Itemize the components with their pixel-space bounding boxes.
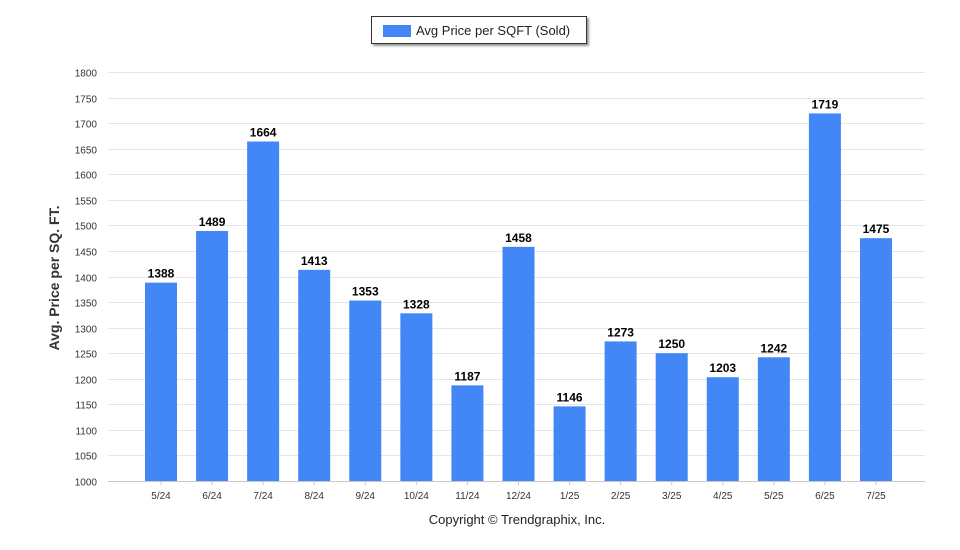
data-label: 1242 (760, 341, 787, 355)
bar (349, 300, 382, 481)
data-label: 1388 (148, 267, 175, 281)
bar (859, 238, 892, 481)
x-tick-label: 9/24 (356, 491, 376, 502)
legend-label: Avg Price per SQFT (Sold) (416, 23, 571, 38)
bar (145, 282, 177, 481)
data-labels: 1388 1489 1664 1413 1353 1328 1187 1458 1146 1273… (148, 97, 890, 404)
y-tick-label: 1700 (75, 120, 98, 131)
y-tick-label: 1500 (75, 222, 98, 233)
bar (604, 341, 637, 481)
x-tick-label: 10/24 (404, 491, 429, 502)
copyright-text: Copyright © Trendgraphix, Inc. (428, 512, 606, 527)
data-label: 1353 (352, 285, 379, 299)
y-tick-label: 1300 (75, 325, 98, 336)
data-label: 1489 (199, 215, 226, 229)
bar (247, 141, 280, 481)
data-label: 1475 (863, 222, 890, 236)
data-label: 1203 (709, 361, 736, 375)
data-label: 1328 (403, 297, 430, 311)
y-tick-label: 1600 (75, 171, 98, 182)
x-axis-ticks: 5/24 6/24 7/24 8/24 9/24 10/24 11/24 12/24 1/25 2… (151, 481, 886, 502)
y-tick-label: 1100 (75, 427, 97, 438)
bar (502, 246, 535, 481)
y-tick-label: 1000 (75, 478, 98, 489)
x-tick-label: 8/24 (304, 491, 324, 502)
data-label: 1146 (557, 390, 583, 404)
bar (553, 406, 586, 481)
legend: Avg Price per SQFT (Sold) (371, 16, 587, 44)
data-label: 1273 (607, 325, 634, 339)
y-tick-label: 1250 (75, 350, 98, 361)
x-tick-label: 5/24 (151, 491, 171, 502)
y-tick-label: 1650 (75, 146, 98, 157)
bar (655, 353, 688, 481)
bar (451, 385, 484, 481)
bar (706, 377, 739, 481)
data-label: 1719 (812, 97, 839, 111)
data-label: 1458 (505, 231, 532, 245)
data-label: 1664 (250, 126, 277, 140)
x-tick-label: 2/25 (611, 491, 631, 502)
y-tick-label: 1450 (75, 248, 98, 259)
y-tick-label: 1550 (75, 197, 98, 208)
bar (757, 357, 790, 481)
data-label: 1187 (454, 369, 480, 383)
y-tick-label: 1750 (75, 95, 98, 106)
y-tick-label: 1150 (75, 401, 97, 412)
bar (400, 313, 433, 481)
x-tick-label: 7/25 (866, 491, 886, 502)
x-tick-label: 1/25 (560, 491, 580, 502)
x-tick-label: 5/25 (764, 491, 784, 502)
x-tick-label: 3/25 (662, 491, 682, 502)
bar (808, 113, 841, 481)
bar (196, 230, 229, 481)
y-tick-label: 1050 (75, 452, 98, 463)
y-tick-label: 1200 (75, 376, 98, 387)
x-tick-label: 12/24 (506, 491, 531, 502)
data-label: 1250 (658, 337, 685, 351)
x-tick-label: 11/24 (455, 491, 480, 502)
x-tick-label: 6/25 (815, 491, 835, 502)
x-tick-label: 7/24 (253, 491, 273, 502)
y-tick-label: 1800 (75, 69, 98, 80)
x-tick-label: 4/25 (713, 491, 733, 502)
y-axis-title: Avg. Price per SQ. FT. (46, 206, 62, 351)
data-label: 1413 (301, 254, 328, 268)
y-tick-label: 1350 (75, 299, 98, 310)
y-axis-ticks: 1000 1050 1100 1150 1200 1250 1300 1350 1400 1450… (75, 69, 98, 489)
bars (145, 113, 892, 481)
bar (298, 269, 331, 481)
x-tick-label: 6/24 (202, 491, 222, 502)
legend-swatch (383, 25, 411, 37)
y-tick-label: 1400 (75, 274, 98, 285)
